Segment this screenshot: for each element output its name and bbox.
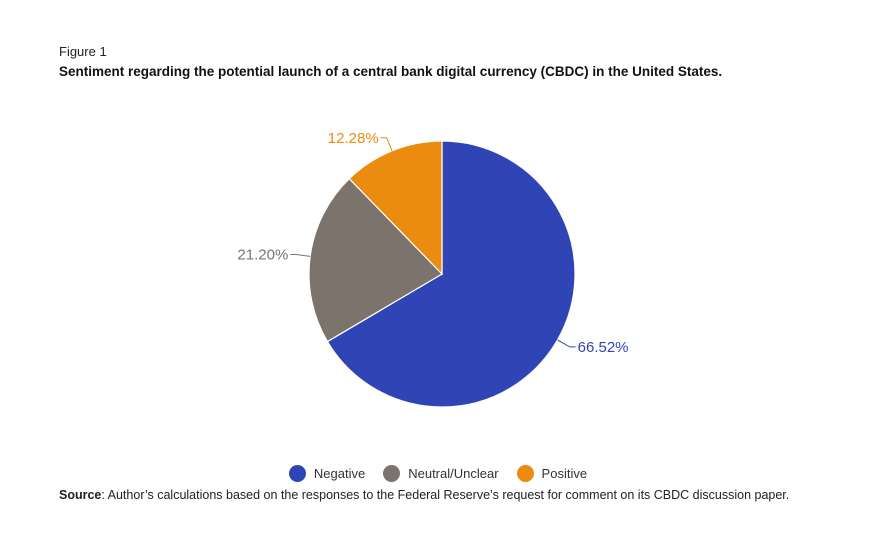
chart-legend: Negative Neutral/Unclear Positive <box>0 465 876 482</box>
legend-label-negative: Negative <box>313 466 366 481</box>
data-label-negative: 66.52% <box>578 339 629 356</box>
source-label: Source <box>59 488 102 502</box>
legend-item-positive: Positive <box>516 465 588 482</box>
pie-slice-positive <box>348 140 443 276</box>
source-note: Source: Author’s calculations based on t… <box>59 488 789 502</box>
legend-item-negative: Negative <box>288 465 366 482</box>
pie-slice-neutral-unclear <box>308 177 443 343</box>
data-label-positive: 12.28% <box>328 130 379 147</box>
pie-data-labels: 66.52% 21.20% 12.28% <box>237 130 628 356</box>
legend-label-neutral-unclear: Neutral/Unclear <box>408 466 499 481</box>
pie-slices <box>308 140 576 408</box>
chart-title: Sentiment regarding the potential launch… <box>59 64 723 79</box>
leader-line-neutral-unclear <box>290 253 311 257</box>
figure-label: Figure 1 <box>59 44 107 59</box>
legend-item-neutral-unclear: Neutral/Unclear <box>383 465 499 482</box>
source-text: : Author’s calculations based on the res… <box>101 488 790 502</box>
legend-swatch-negative <box>288 465 306 482</box>
legend-swatch-neutral-unclear <box>383 465 401 482</box>
legend-label-positive: Positive <box>541 466 588 481</box>
pie-slice-negative <box>326 140 576 408</box>
data-label-neutral-unclear: 21.20% <box>237 246 288 263</box>
legend-swatch-positive <box>516 465 534 482</box>
leader-line-positive <box>380 137 393 151</box>
leader-line-negative <box>557 339 576 348</box>
